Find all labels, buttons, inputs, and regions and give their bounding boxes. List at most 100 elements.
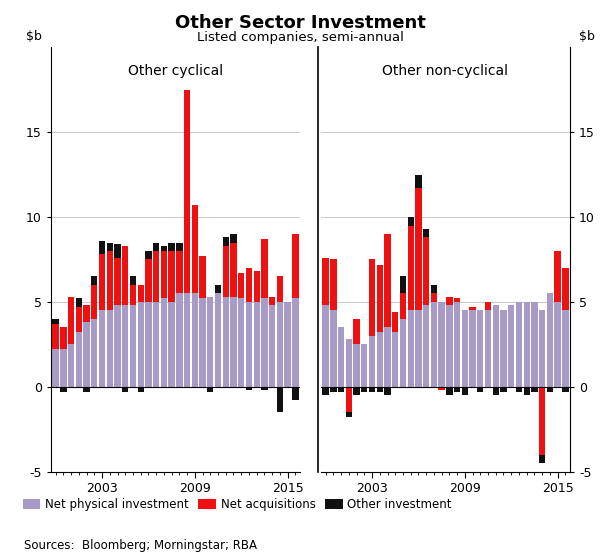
Bar [230, 243, 236, 297]
Bar [446, 297, 452, 305]
Bar [369, 259, 375, 336]
Bar [469, 310, 476, 387]
Bar [91, 319, 97, 387]
Bar [107, 310, 113, 387]
Bar [292, 234, 299, 299]
Bar [485, 310, 491, 387]
Bar [461, 310, 468, 387]
Bar [516, 302, 522, 387]
Bar [137, 302, 144, 387]
Bar [137, 285, 144, 302]
Bar [230, 297, 236, 387]
Bar [547, 294, 553, 387]
Bar [122, 246, 128, 305]
Bar [346, 387, 352, 412]
Bar [454, 302, 460, 387]
Bar [292, 299, 299, 387]
Bar [207, 297, 214, 387]
Bar [145, 302, 152, 387]
Bar [500, 387, 506, 392]
Text: Other Sector Investment: Other Sector Investment [175, 14, 425, 32]
Bar [322, 387, 329, 395]
Bar [377, 264, 383, 333]
Bar [161, 246, 167, 251]
Bar [400, 294, 406, 319]
Bar [238, 273, 244, 299]
Bar [223, 237, 229, 246]
Bar [130, 305, 136, 387]
Bar [431, 294, 437, 302]
Bar [508, 305, 514, 387]
Bar [431, 285, 437, 294]
Bar [254, 302, 260, 387]
Bar [176, 294, 182, 387]
Bar [330, 259, 337, 310]
Bar [169, 243, 175, 251]
Bar [338, 387, 344, 392]
Bar [68, 344, 74, 387]
Bar [153, 243, 160, 251]
Bar [122, 305, 128, 387]
Bar [223, 246, 229, 297]
Bar [68, 297, 74, 344]
Bar [346, 339, 352, 387]
Bar [169, 251, 175, 302]
Bar [415, 310, 422, 387]
Text: Sources:  Bloomberg; Morningstar; RBA: Sources: Bloomberg; Morningstar; RBA [24, 540, 257, 552]
Bar [99, 254, 105, 310]
Bar [76, 299, 82, 307]
Bar [269, 305, 275, 387]
Bar [346, 412, 352, 417]
Bar [330, 310, 337, 387]
Bar [60, 349, 67, 387]
Bar [176, 243, 182, 251]
Bar [107, 243, 113, 251]
Bar [562, 310, 569, 387]
Bar [254, 271, 260, 302]
Bar [191, 205, 198, 294]
Bar [215, 294, 221, 387]
Bar [223, 297, 229, 387]
Bar [500, 310, 506, 387]
Bar [107, 251, 113, 310]
Bar [145, 251, 152, 259]
Bar [91, 276, 97, 285]
Bar [423, 305, 430, 387]
Bar [76, 307, 82, 333]
Bar [439, 302, 445, 387]
Bar [115, 305, 121, 387]
Bar [52, 349, 59, 387]
Bar [446, 305, 452, 387]
Bar [377, 387, 383, 392]
Bar [353, 344, 360, 387]
Bar [423, 237, 430, 305]
Bar [130, 285, 136, 305]
Bar [322, 258, 329, 305]
Bar [199, 256, 206, 299]
Bar [400, 276, 406, 294]
Bar [199, 299, 206, 387]
Bar [115, 244, 121, 258]
Bar [284, 302, 291, 387]
Bar [99, 310, 105, 387]
Bar [431, 302, 437, 387]
Bar [269, 297, 275, 305]
Text: $b: $b [579, 30, 595, 43]
Bar [531, 387, 538, 392]
Bar [277, 387, 283, 412]
Bar [400, 319, 406, 387]
Text: $b: $b [26, 30, 42, 43]
Bar [361, 344, 367, 387]
Bar [407, 217, 414, 225]
Bar [230, 234, 236, 243]
Bar [353, 319, 360, 344]
Bar [184, 90, 190, 294]
Bar [361, 387, 367, 392]
Bar [385, 234, 391, 328]
Bar [524, 302, 530, 387]
Bar [153, 251, 160, 302]
Bar [524, 387, 530, 395]
Bar [469, 307, 476, 310]
Bar [377, 333, 383, 387]
Bar [52, 324, 59, 349]
